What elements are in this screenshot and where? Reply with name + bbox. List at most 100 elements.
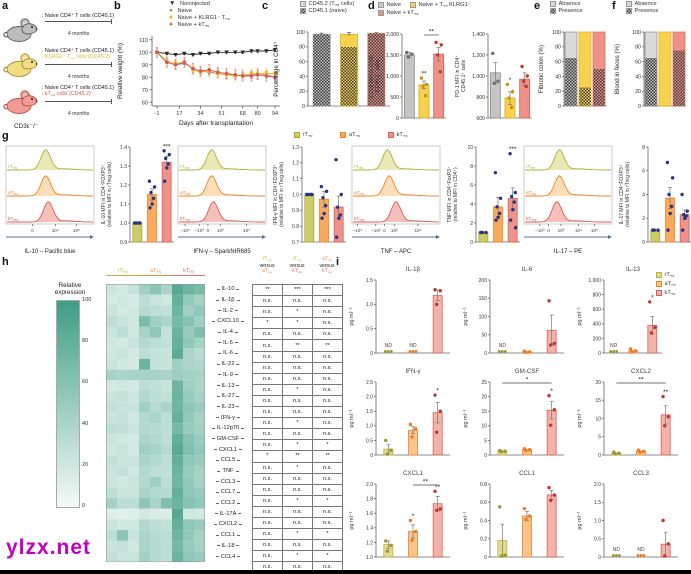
cytokine-legend: rTreg aTreg kTreg bbox=[656, 272, 676, 296]
svg-text:60: 60 bbox=[555, 60, 561, 66]
cytokine-chart: CXCL1 1.0 1.2 1.4 1.6 1.8 2.0 pg ml⁻¹ * ** ** bbox=[348, 468, 456, 571]
tick-dash bbox=[211, 438, 215, 440]
heatmap bbox=[106, 284, 206, 567]
group-label: Naive + kTreg bbox=[386, 10, 419, 16]
heatmap-row-label: CXCL10 bbox=[205, 316, 251, 327]
svg-text:1.5: 1.5 bbox=[594, 500, 601, 506]
svg-text:2.5: 2.5 bbox=[366, 380, 373, 386]
svg-text:5: 5 bbox=[598, 435, 601, 441]
svg-text:100: 100 bbox=[479, 314, 488, 320]
tick-dash bbox=[218, 342, 222, 344]
heatmap-row-label: IL-9 bbox=[205, 370, 251, 381]
group-label: Absence bbox=[558, 1, 581, 7]
circle-marker-icon: ● bbox=[169, 21, 173, 28]
svg-text:ND: ND bbox=[637, 547, 645, 553]
flow-histogram-block: rTreg aTreg kTreg 0 10⁴ 10⁵ IL-10 – Pacific bl… bbox=[4, 140, 96, 261]
heatmap-row-label: CCL3 bbox=[205, 476, 251, 487]
mfi-legend: Naive Naive + Treg KLRG1⁻ Naive + kTreg bbox=[378, 2, 508, 16]
svg-text:40: 40 bbox=[635, 74, 641, 80]
svg-text:IL-1β: IL-1β bbox=[406, 266, 421, 273]
svg-text:0: 0 bbox=[598, 351, 601, 357]
significance-cell: * bbox=[313, 495, 343, 507]
heatmap-column-headers: rTreg aTreg kTreg bbox=[106, 268, 205, 276]
heatmap-row-label: IL-6 bbox=[205, 348, 251, 359]
scale-tick-label: 60 bbox=[82, 379, 89, 386]
panel-g-flow-panels: rTreg aTreg kTreg 0 10⁴ 10⁵ IL-10 – Pacific bl… bbox=[0, 130, 691, 258]
svg-text:CD45.1⁺ cells: CD45.1⁺ cells bbox=[461, 60, 467, 93]
mfi-bar-chart: 600 800 1,000 1,200 1,400 PD-1 MFI in CD4⁺ CD4… bbox=[455, 32, 532, 122]
svg-text:0: 0 bbox=[547, 228, 550, 233]
legend-item: ■ Naive + KLRG1⁻ Treg bbox=[169, 14, 230, 22]
svg-text:10⁵: 10⁵ bbox=[591, 228, 598, 233]
panel-g-label: g bbox=[2, 130, 9, 142]
significance-cell: n.s. bbox=[313, 517, 343, 530]
naive-cells-label: ↓Naive CD4⁺ T cells (CD45.1) bbox=[41, 48, 114, 54]
tick-dash bbox=[212, 320, 216, 322]
tick-dash bbox=[234, 331, 238, 333]
tick-dash bbox=[218, 331, 222, 333]
flow-histogram: rTreg aTreg kTreg 0 10⁴ 10⁵ IL-10 – Pacific bl… bbox=[5, 145, 95, 255]
significance-cell: n.s. bbox=[313, 373, 343, 385]
svg-text:−10³: −10³ bbox=[194, 228, 204, 233]
significance-cell: n.s. bbox=[283, 429, 313, 441]
significance-cell: n.s. bbox=[283, 407, 313, 419]
color-chip bbox=[294, 132, 300, 138]
heatmap-row-label: IL-12p70 bbox=[205, 423, 251, 434]
svg-text:0: 0 bbox=[470, 240, 473, 246]
significance-cell: * bbox=[313, 551, 343, 563]
svg-text:4: 4 bbox=[642, 192, 645, 198]
mouse-icon bbox=[3, 53, 38, 77]
svg-text:PD-1 MFI in CD4⁺: PD-1 MFI in CD4⁺ bbox=[455, 55, 461, 97]
svg-text:Blood in feces (%): Blood in feces (%) bbox=[614, 44, 621, 94]
heatmap-row-label: CCL2 bbox=[205, 498, 251, 509]
svg-text:17: 17 bbox=[176, 111, 182, 117]
svg-text:2,000: 2,000 bbox=[386, 32, 399, 38]
group-label: Presence bbox=[634, 8, 659, 14]
svg-text:pg ml⁻¹: pg ml⁻¹ bbox=[463, 409, 469, 427]
legend-item: ● Naive bbox=[169, 7, 230, 15]
svg-text:CCL5 MFI in CD4⁺: CCL5 MFI in CD4⁺ bbox=[369, 54, 375, 98]
checkered-chip bbox=[300, 8, 306, 14]
svg-text:10: 10 bbox=[467, 145, 473, 151]
flow-histogram: rTreg aTreg kTreg −10⁵ −10³ 0 10³ 10⁵ IFN-γ – Sp… bbox=[177, 145, 267, 255]
svg-text:0.8: 0.8 bbox=[480, 482, 487, 488]
panel-i-cytokine-charts: IL-1β 0 0.5 1.0 1.5 pg ml⁻¹ ND ND IL-6 0 50 100 150 2… bbox=[0, 258, 691, 570]
checkered-chip bbox=[550, 8, 556, 14]
svg-text:80: 80 bbox=[142, 75, 148, 81]
svg-text:0.2: 0.2 bbox=[480, 537, 487, 543]
svg-text:0.5: 0.5 bbox=[594, 537, 601, 543]
significance-cell: n.s. bbox=[253, 429, 283, 441]
square-marker-icon: ■ bbox=[169, 14, 173, 21]
svg-text:100: 100 bbox=[139, 50, 148, 56]
weight-chart-legend: ▼ Noninjected ● Naive ■ Naive + KLRG1⁻ Treg ● N… bbox=[169, 0, 230, 29]
svg-text:68: 68 bbox=[240, 111, 246, 117]
host-genotype-label: CD3ε⁻/⁻ bbox=[14, 122, 114, 130]
panel-e-label: e bbox=[534, 0, 541, 12]
group-label: rTreg bbox=[262, 256, 272, 262]
axis-arrow-icon bbox=[262, 235, 266, 239]
weight-line-chart: 60 70 80 90 100 110 -1 17 34 51 68 80 94 Days after t… bbox=[117, 36, 280, 127]
significance-cell: n.s. bbox=[253, 495, 283, 507]
significance-cell: *** bbox=[313, 285, 343, 297]
group-label: KLRG1⁻ Treg cells (CD45.2) bbox=[44, 54, 111, 61]
heatmap-row-label: IL-2 bbox=[205, 305, 251, 316]
group-label: aTreg bbox=[262, 268, 272, 275]
color-chip bbox=[378, 10, 384, 16]
significance-cell: *** bbox=[283, 285, 313, 297]
panel-h-label: h bbox=[2, 256, 9, 268]
watermark: ylzx.net bbox=[6, 536, 92, 559]
svg-text:1.5: 1.5 bbox=[366, 278, 373, 284]
legend-item: Presence bbox=[550, 8, 583, 14]
svg-text:80: 80 bbox=[255, 111, 261, 117]
svg-text:1.0: 1.0 bbox=[366, 424, 373, 430]
svg-text:2.0: 2.0 bbox=[366, 482, 373, 488]
svg-text:1,500: 1,500 bbox=[386, 53, 399, 59]
color-chip bbox=[410, 2, 417, 8]
svg-text:20: 20 bbox=[635, 89, 641, 95]
svg-text:0: 0 bbox=[484, 555, 487, 561]
color-chip bbox=[656, 281, 662, 287]
panel-b-label: b bbox=[114, 0, 121, 12]
svg-text:80: 80 bbox=[299, 45, 305, 51]
legend-item: Presence bbox=[626, 8, 659, 14]
mouse-icon bbox=[3, 90, 38, 114]
